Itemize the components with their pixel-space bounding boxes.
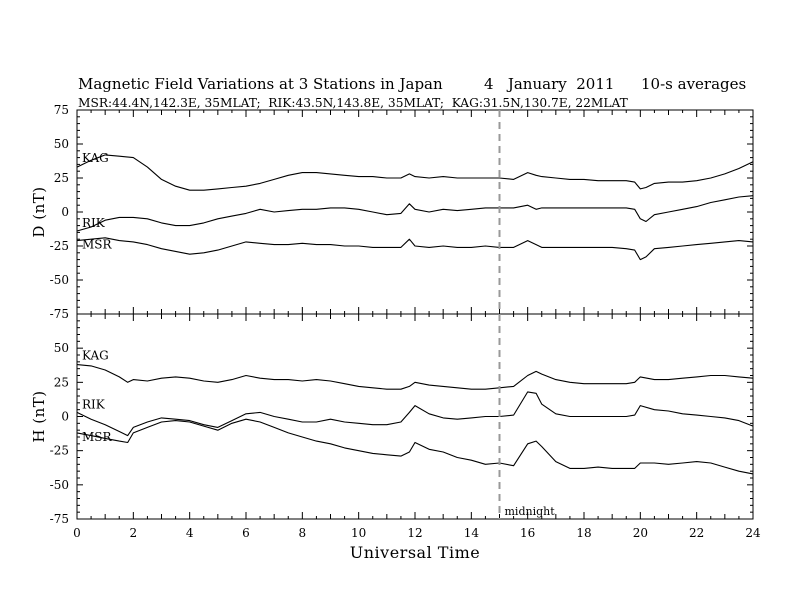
y-tick-label: -75 [50,307,69,321]
series-line-rik [76,391,754,437]
x-tick-label: 20 [633,526,648,540]
y-tick-label: 50 [54,137,69,151]
y-tick-label: 50 [54,341,69,355]
x-tick-label: 24 [745,526,761,540]
x-tick-label: 18 [576,526,591,540]
series-line-rik [76,195,754,232]
y-axis-title: D (nT) [30,186,48,237]
y-tick-label: 25 [54,375,69,389]
y-tick-label: -50 [50,273,69,287]
series-label-kag: KAG [82,151,109,165]
y-tick-label: 75 [54,103,69,117]
x-axis-title: Universal Time [350,543,480,562]
series-line-msr [76,418,754,475]
chart-title-main: Magnetic Field Variations at 3 Stations … [78,75,443,93]
y-tick-label: -50 [50,478,69,492]
x-tick-label: 6 [242,526,250,540]
x-tick-label: 16 [520,526,535,540]
plot-frame [76,109,754,315]
x-tick-label: 4 [186,526,194,540]
series-label-rik: RIK [82,216,106,230]
d-component-panel: 75 50 25 0 -25 -50 -75 D (nT) KAG RIK MSR [30,103,754,321]
series-label-msr: MSR [82,238,113,252]
y-tick-label: 0 [61,205,69,219]
chart-subtitle-stations: MSR:44.4N,142.3E, 35MLAT; RIK:43.5N,143.… [78,96,629,110]
x-tick-label: 12 [407,526,422,540]
y-tick-label: 0 [61,410,69,424]
midnight-label: midnight [505,505,556,518]
x-tick-label: 14 [464,526,480,540]
plot-frame [76,313,754,520]
chart-title-averaging: 10-s averages [641,75,746,93]
x-tick-label: 10 [351,526,366,540]
y-tick-label: -75 [50,512,69,526]
series-label-msr: MSR [82,430,113,444]
x-tick-label: 0 [73,526,81,540]
series-line-kag [76,154,754,191]
y-tick-label: -25 [50,444,69,458]
series-line-kag [76,364,754,390]
x-tick-label: 2 [130,526,138,540]
series-line-msr [76,237,754,261]
series-label-kag: KAG [82,349,109,363]
x-tick-label: 22 [689,526,704,540]
chart-title-date: 4 January 2011 [484,75,614,93]
y-tick-label: -25 [50,239,69,253]
series-label-rik: RIK [82,397,106,411]
y-tick-label: 25 [54,171,69,185]
x-tick-label: 8 [299,526,307,540]
y-axis-title: H (nT) [30,390,48,442]
